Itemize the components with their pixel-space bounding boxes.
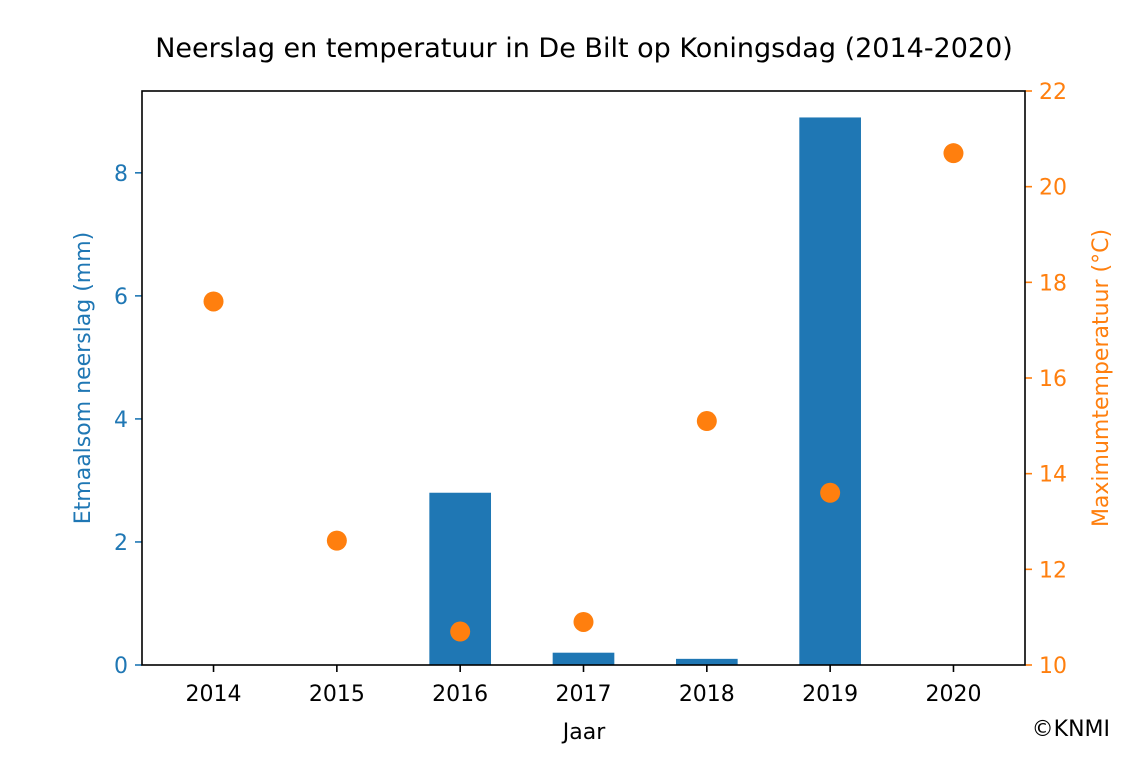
- y-tick-label: 8: [114, 162, 128, 187]
- x-axis-label: Jaar: [561, 720, 606, 745]
- chart-title: Neerslag en temperatuur in De Bilt op Ko…: [155, 33, 1013, 64]
- plot-area: 2014 2015 2016 2017 2018 2019 2020024681012141…: [114, 80, 1067, 707]
- credit: ©KNMI: [1032, 717, 1110, 742]
- axes-frame: [141, 90, 1026, 666]
- x-tick-label: 2019: [802, 682, 858, 707]
- y2-tick-label: 16: [1039, 367, 1067, 392]
- bar-2019: [799, 117, 861, 665]
- point-2018: [696, 411, 717, 432]
- bar-2017: [552, 652, 615, 665]
- point-2014: [203, 291, 224, 312]
- y-axis-label: Etmaalsom neerslag (mm): [71, 232, 96, 524]
- x-tick-label: 2020: [925, 682, 981, 707]
- point-2020: [943, 143, 964, 164]
- point-2019: [820, 482, 841, 503]
- y2-tick-label: 14: [1039, 463, 1067, 488]
- y2-tick-label: 10: [1039, 654, 1067, 679]
- point-2015: [326, 530, 347, 551]
- y-tick-label: 2: [114, 531, 128, 556]
- point-2016: [450, 621, 471, 642]
- x-tick-label: 2015: [309, 682, 365, 707]
- y2-tick-label: 22: [1039, 80, 1067, 105]
- x-tick-label: 2018: [679, 682, 735, 707]
- y-tick-label: 0: [114, 654, 128, 679]
- y2-tick-label: 20: [1039, 176, 1067, 201]
- y2-tick-label: 18: [1039, 271, 1067, 296]
- bar-2018: [675, 658, 738, 665]
- y2-axis-label: Maximumtemperatuur (°C): [1089, 229, 1114, 527]
- x-tick-label: 2014: [186, 682, 242, 707]
- x-tick-label: 2017: [556, 682, 612, 707]
- point-2017: [573, 611, 594, 632]
- x-tick-label: 2016: [432, 682, 488, 707]
- y2-tick-label: 12: [1039, 558, 1067, 583]
- y-tick-label: 6: [114, 285, 128, 310]
- y-tick-label: 4: [114, 408, 128, 433]
